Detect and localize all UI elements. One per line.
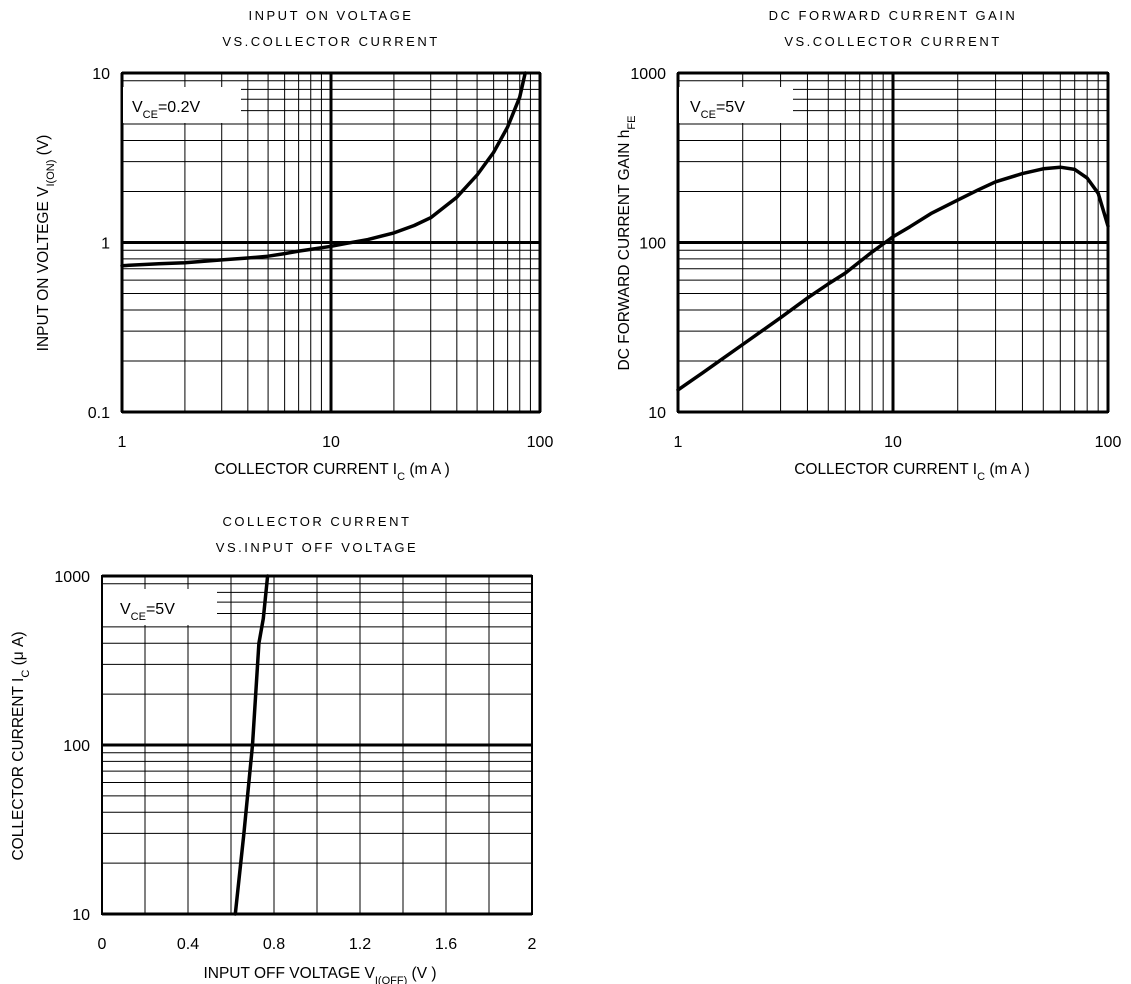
x-axis-label-subscript: C [977, 471, 985, 483]
x-tick-label: 1.2 [349, 936, 371, 953]
annotation-value: =0.2V [158, 99, 201, 116]
chart-title-line: COLLECTOR CURRENT [223, 514, 412, 529]
x-tick-label: 0 [98, 936, 107, 953]
gridlines [676, 71, 1110, 414]
y-axis-label-text: INPUT ON VOLTEGE V [35, 186, 52, 351]
y-axis-label-text: COLLECTOR CURRENT I [10, 678, 27, 861]
x-tick-label: 2 [528, 936, 537, 953]
gridlines [102, 574, 532, 916]
gridlines [120, 71, 542, 414]
y-axis-label: DC FORWARD CURRENT GAIN hFE [616, 116, 638, 371]
x-tick-label: 10 [322, 434, 340, 451]
x-axis-label: COLLECTOR CURRENT IC (m A ) [214, 461, 450, 483]
annotation-symbol: V [120, 601, 131, 618]
x-tick-label: 1 [118, 434, 127, 451]
annotation-subscript: CE [131, 611, 146, 623]
y-tick-label: 0.1 [88, 405, 110, 422]
chart-2: VCE=5V 1 10 100 10 100 1000 DC FORWARD CURRENT … [616, 8, 1121, 483]
series-line [676, 165, 1110, 392]
annotation-subscript: CE [701, 109, 716, 121]
annotation-vce: VCE=5V [120, 601, 175, 623]
x-axis-label-subscript: C [397, 471, 405, 483]
y-tick-label: 1 [101, 236, 110, 253]
y-axis-label-subscript: I(ON) [45, 160, 57, 187]
chart-3: VCE=5V 0 0.4 0.8 1.2 1.6 2 10 100 1000 COLLECTOR C… [10, 514, 537, 984]
x-tick-label: 0.8 [263, 936, 285, 953]
annotation-symbol: V [132, 99, 143, 116]
chart-title-line: VS.COLLECTOR CURRENT [784, 34, 1001, 49]
x-axis-label: COLLECTOR CURRENT IC (m A ) [794, 461, 1030, 483]
y-axis-label-unit: (μ A) [10, 631, 27, 669]
x-tick-label: 10 [884, 434, 902, 451]
annotation-box [679, 87, 793, 123]
x-tick-label: 1 [674, 434, 683, 451]
x-axis-label-unit: (m A ) [985, 461, 1030, 478]
series-line [233, 574, 270, 916]
y-axis-label: COLLECTOR CURRENT IC (μ A) [10, 631, 32, 860]
x-axis-label-unit: (V ) [407, 965, 436, 982]
y-axis-label-unit: (V) [35, 135, 52, 160]
annotation-vce: VCE=5V [690, 99, 745, 121]
annotation-vce: VCE=0.2V [132, 99, 201, 121]
x-tick-label: 0.4 [177, 936, 199, 953]
y-axis-label: INPUT ON VOLTEGE VI(ON) (V) [35, 135, 57, 352]
chart-title-line: VS.COLLECTOR CURRENT [222, 34, 439, 49]
plot-frame [101, 575, 533, 915]
series-line [120, 71, 527, 268]
x-axis-label-subscript: I(OFF) [375, 975, 407, 984]
annotation-box [123, 87, 241, 123]
x-axis-label-text: COLLECTOR CURRENT I [214, 461, 397, 478]
annotation-value: =5V [146, 601, 175, 618]
x-axis-label-unit: (m A ) [405, 461, 450, 478]
y-axis-label-text: DC FORWARD CURRENT GAIN h [616, 130, 633, 371]
y-axis-label-subscript: C [20, 670, 32, 678]
y-tick-label: 1000 [630, 66, 666, 83]
chart-title-line: VS.INPUT OFF VOLTAGE [216, 540, 418, 555]
x-tick-label: 100 [527, 434, 554, 451]
y-tick-label: 10 [648, 405, 666, 422]
chart-title-line: INPUT ON VOLTAGE [249, 8, 414, 23]
y-axis-label-subscript: FE [626, 116, 638, 130]
y-tick-label: 10 [72, 907, 90, 924]
chart-1: VCE=0.2V 1 10 100 0.1 1 10 INPUT ON VOLTAGE VS.C… [35, 8, 553, 483]
x-axis-label: INPUT OFF VOLTAGE VI(OFF) (V ) [203, 965, 436, 984]
annotation-subscript: CE [143, 109, 158, 121]
annotation-symbol: V [690, 99, 701, 116]
annotation-value: =5V [716, 99, 745, 116]
annotation-box [103, 589, 217, 625]
y-tick-label: 1000 [54, 569, 90, 586]
x-axis-label-text: COLLECTOR CURRENT I [794, 461, 977, 478]
x-tick-label: 100 [1095, 434, 1122, 451]
y-tick-label: 10 [92, 66, 110, 83]
x-axis-label-text: INPUT OFF VOLTAGE V [203, 965, 375, 982]
chart-title-line: DC FORWARD CURRENT GAIN [769, 8, 1018, 23]
y-tick-label: 100 [639, 236, 666, 253]
y-tick-label: 100 [63, 738, 90, 755]
x-tick-label: 1.6 [435, 936, 457, 953]
